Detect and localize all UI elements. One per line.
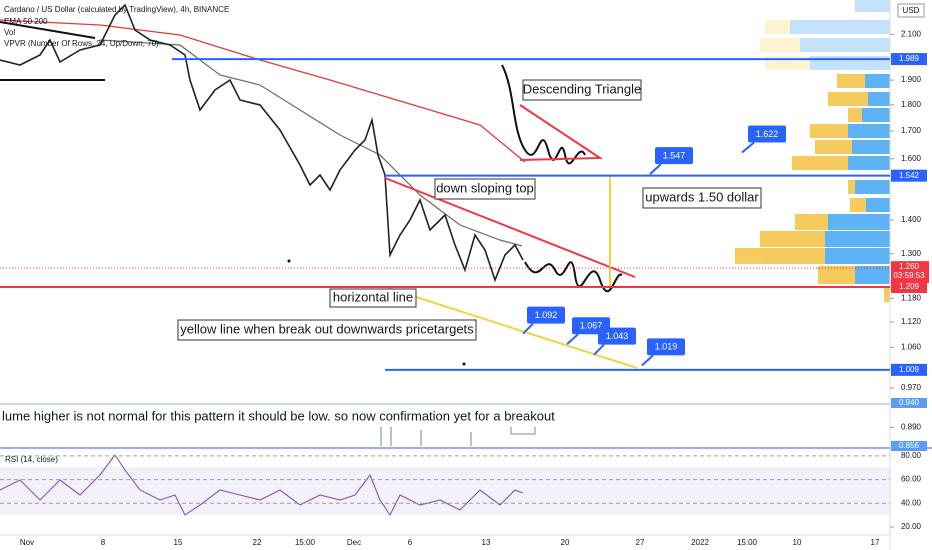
- annotation: down sloping top: [436, 180, 534, 195]
- price-label: 1.009: [899, 365, 920, 374]
- chart-title: Cardano / US Dollar (calculated by Tradi…: [4, 5, 229, 14]
- time-label: 15: [174, 538, 183, 547]
- time-label: 2022: [691, 538, 709, 547]
- time-label: Dec: [347, 538, 361, 547]
- annotation: lume higher is not normal for this patte…: [2, 408, 555, 423]
- price-tick-label: 1.700: [901, 126, 922, 135]
- price-tick-label: 0.890: [901, 422, 922, 431]
- triangle-sketch-lines: [519, 104, 604, 161]
- annotation: yellow line when break out downwards pri…: [180, 321, 474, 336]
- price-tick-label: 0.970: [901, 383, 922, 392]
- target-pointer: [593, 343, 605, 356]
- price-tick-label: 1.900: [901, 75, 922, 84]
- target-box: [527, 306, 565, 324]
- ema-50: [99, 39, 523, 247]
- target-box: [748, 125, 786, 143]
- annotation: Descending Triangle: [523, 81, 642, 96]
- price-tick-label: 1.400: [901, 215, 922, 224]
- target-label: 1.547: [663, 151, 686, 161]
- time-label: 6: [408, 538, 413, 547]
- last-price: 1.260: [899, 262, 920, 271]
- price-tick-label: 1.180: [901, 293, 922, 302]
- indicator: EMA 50 200: [4, 17, 48, 26]
- annotation: horizontal line: [333, 289, 413, 304]
- price-tick-label: 1.300: [901, 249, 922, 258]
- price-label: 1.989: [899, 54, 920, 63]
- time-label: 15:00: [737, 538, 758, 547]
- annotation: upwards 1.50 dollar: [645, 189, 759, 204]
- target-line: [387, 287, 638, 369]
- target-pointer: [741, 141, 755, 154]
- currency: USD: [903, 6, 920, 15]
- price-tick-label: 1.060: [901, 342, 922, 351]
- wave-sketch: [524, 261, 623, 292]
- target-label: 1.043: [606, 331, 629, 341]
- target-box: [647, 338, 685, 356]
- price-label-box: [891, 363, 927, 376]
- volume-label: 0.940: [899, 398, 920, 407]
- volume-label-box: [891, 441, 927, 451]
- price-label-box: [891, 281, 927, 294]
- ema-200: [0, 19, 526, 163]
- trend-line: [0, 21, 96, 39]
- volume-label-box: [891, 398, 927, 408]
- rsi-tick-label: 80.00: [901, 451, 922, 460]
- rsi-line: [0, 454, 524, 517]
- price-tick-label: 1.800: [901, 100, 922, 109]
- time-label: 8: [101, 538, 106, 547]
- down-sloping-top-line: [384, 177, 636, 278]
- annotations: [0, 79, 762, 427]
- target-label: 1.092: [535, 310, 558, 320]
- rsi-tick-label: 40.00: [901, 498, 922, 507]
- time-label: 10: [793, 538, 802, 547]
- target-pointer: [641, 354, 654, 367]
- time-label: 20: [561, 538, 570, 547]
- rsi-title: RSI (14, close): [5, 455, 58, 464]
- price-tick-label: 2.100: [901, 29, 922, 38]
- price-label: 1.209: [899, 282, 920, 291]
- indicator: VPVR (Number Of Rows, 24, Up/Down, 70): [4, 39, 159, 48]
- rsi-band: [0, 467, 890, 515]
- price-label-box: [891, 169, 927, 182]
- price-label-box: [891, 53, 927, 66]
- target-pointer: [566, 333, 579, 346]
- time-label: 13: [482, 538, 491, 547]
- dot: [462, 362, 466, 366]
- time-label: 22: [253, 538, 262, 547]
- rsi-tick-label: 60.00: [901, 475, 922, 484]
- target-box: [655, 147, 693, 165]
- target-pointer: [522, 322, 534, 335]
- volume-label: 0.856: [899, 441, 920, 450]
- target-label: 1.622: [756, 129, 779, 139]
- target-label: 1.019: [655, 342, 678, 352]
- last-price-box: [891, 261, 929, 284]
- target-pointer: [649, 163, 662, 175]
- price-tick-label: 1.600: [901, 154, 922, 163]
- rsi-tick-label: 20.00: [901, 522, 922, 531]
- volume-bars: [380, 410, 472, 446]
- time-label: 17: [871, 538, 880, 547]
- time-label: 27: [636, 538, 645, 547]
- target-label: 1.067: [580, 321, 603, 331]
- indicator: Vol: [4, 28, 15, 37]
- time-label: Nov: [20, 538, 34, 547]
- triangle-sketch: [501, 64, 586, 165]
- target-box: [598, 327, 636, 345]
- price-tick-label: 1.120: [901, 317, 922, 326]
- dot: [287, 259, 291, 263]
- countdown: 03:59:53: [893, 271, 925, 280]
- price-label: 1.542: [899, 171, 920, 180]
- currency-badge: [897, 3, 925, 18]
- price-path: [0, 3, 524, 283]
- time-label: 15:00: [295, 538, 316, 547]
